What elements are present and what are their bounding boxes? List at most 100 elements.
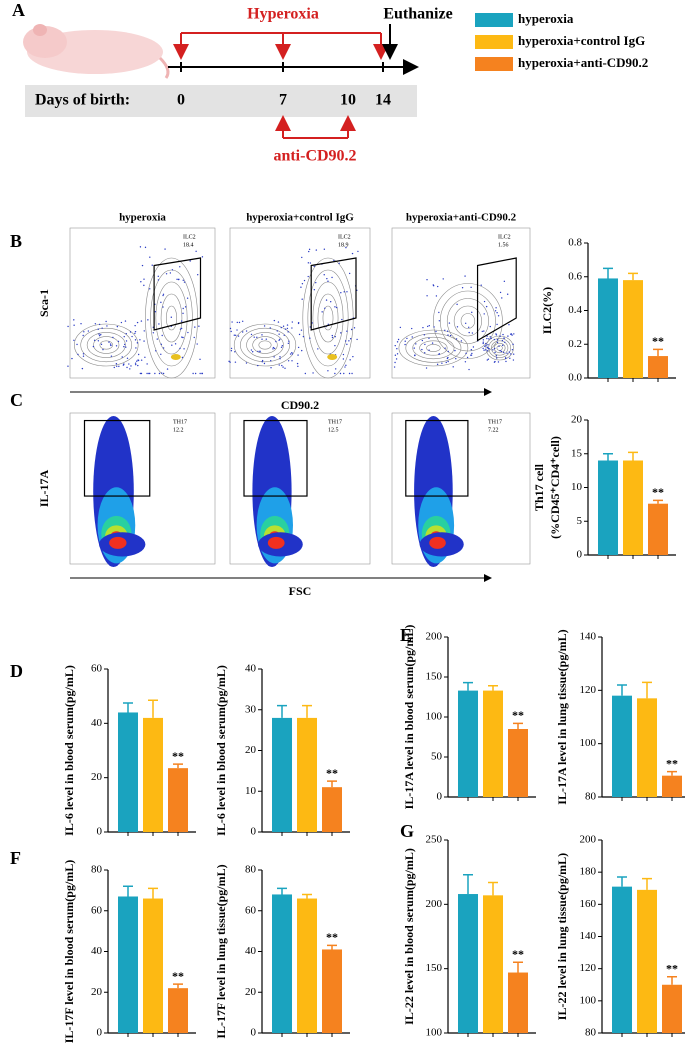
event-dot — [134, 339, 137, 341]
gate-name: ILC2 — [183, 234, 196, 240]
event-dot — [94, 323, 97, 325]
flow-ylabel: IL-17A — [37, 470, 51, 508]
event-dot — [162, 294, 164, 297]
event-dot — [340, 292, 342, 294]
event-dot — [433, 326, 435, 328]
event-dot — [183, 348, 185, 350]
event-dot — [279, 357, 281, 360]
event-dot — [237, 335, 240, 337]
gate-name: ILC2 — [498, 234, 511, 240]
event-dot — [494, 310, 497, 312]
event-dot — [501, 339, 504, 342]
event-dot — [357, 250, 359, 253]
event-dot — [297, 365, 299, 368]
event-dot — [201, 256, 204, 258]
flow-density — [228, 246, 359, 379]
event-dot — [182, 336, 184, 339]
significance: ** — [512, 708, 524, 722]
contour — [419, 340, 448, 356]
event-dot — [71, 357, 73, 360]
event-dot — [492, 349, 494, 351]
panel-letter: E — [400, 625, 412, 645]
event-dot — [301, 298, 303, 300]
y-axis-label: Th17 cell — [532, 463, 546, 511]
bar — [508, 729, 528, 797]
event-dot — [80, 323, 82, 325]
event-dot — [413, 347, 415, 349]
event-dot — [315, 281, 317, 284]
gate-value: 7.22 — [488, 427, 499, 433]
event-dot — [431, 342, 434, 344]
contour — [155, 281, 188, 355]
event-dot — [199, 372, 201, 375]
event-dot — [481, 330, 483, 333]
significance: ** — [172, 749, 184, 763]
hyperoxia-bracket — [173, 32, 389, 60]
event-dot — [233, 334, 236, 336]
event-dot — [503, 351, 505, 354]
event-dot — [162, 347, 165, 349]
event-dot — [83, 331, 85, 333]
event-dot — [502, 333, 504, 336]
y-tick-label: 150 — [426, 962, 443, 974]
gate — [405, 419, 469, 497]
contour — [317, 293, 339, 343]
event-dot — [164, 248, 166, 250]
y-tick-label: 0.0 — [568, 372, 582, 384]
event-dot — [291, 360, 293, 362]
event-dot — [494, 351, 496, 354]
error-bar — [327, 944, 337, 950]
event-dot — [304, 372, 307, 375]
y-tick-label: 60 — [91, 904, 103, 916]
y-tick-label: 40 — [91, 717, 103, 729]
contour — [80, 327, 133, 363]
event-dot — [300, 329, 303, 331]
event-dot — [482, 347, 484, 350]
event-dot — [487, 344, 489, 346]
y-tick-label: 40 — [245, 663, 257, 675]
error-bar — [173, 983, 183, 989]
event-dot — [311, 322, 313, 324]
event-dot — [124, 320, 127, 322]
event-dot — [116, 325, 119, 328]
event-dot — [487, 358, 490, 360]
event-dot — [194, 326, 196, 328]
flow-plot-frame — [229, 227, 371, 379]
event-dot — [98, 333, 100, 335]
event-dot — [353, 327, 356, 329]
event-dot — [117, 340, 120, 343]
y-tick-label: 0.4 — [568, 304, 582, 316]
gate-value: 1.56 — [498, 242, 509, 248]
event-dot — [126, 366, 128, 369]
event-dot — [160, 372, 163, 374]
event-dot — [488, 338, 490, 340]
event-dot — [460, 340, 463, 342]
gate-name: TH17 — [488, 419, 502, 425]
y-axis-label: IL-6 level in blood serum(pg/mL) — [62, 665, 76, 836]
event-dot — [281, 364, 283, 367]
event-dot — [125, 346, 127, 348]
event-dot — [105, 320, 107, 323]
event-dot — [278, 364, 280, 366]
event-dot — [482, 342, 484, 345]
event-dot — [309, 262, 312, 264]
event-dot — [423, 352, 426, 354]
event-dot — [435, 330, 437, 333]
event-dot — [179, 328, 182, 330]
y-tick-label: 20 — [91, 771, 103, 783]
bar — [143, 898, 163, 1033]
event-dot — [140, 320, 143, 322]
significance: ** — [666, 961, 678, 975]
event-dot — [100, 333, 102, 336]
event-dot — [324, 307, 326, 309]
y-tick-label: 120 — [580, 684, 597, 696]
event-dot — [423, 334, 426, 336]
event-dot — [344, 366, 346, 368]
event-dot — [155, 350, 157, 352]
error-bar — [327, 780, 337, 788]
y-tick-label: 120 — [580, 962, 597, 974]
event-dot — [288, 340, 290, 342]
bar — [648, 356, 668, 378]
event-dot — [291, 353, 294, 355]
y-tick-label: 20 — [245, 986, 257, 998]
